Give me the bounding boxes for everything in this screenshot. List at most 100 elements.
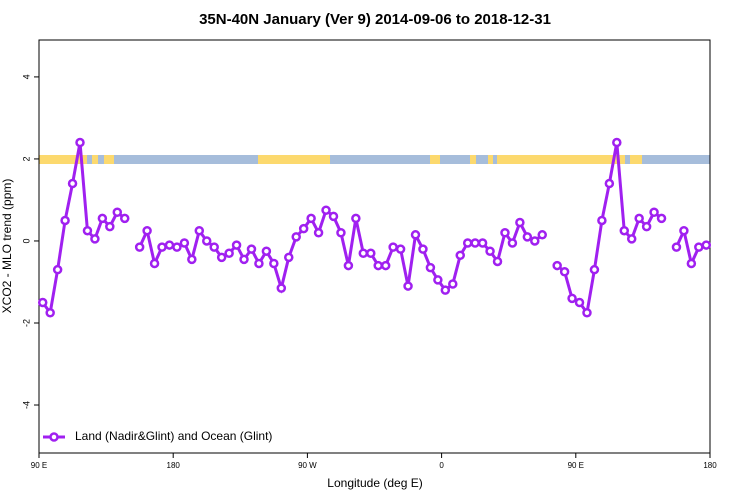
- marker: [134, 242, 145, 252]
- marker: [589, 264, 600, 275]
- y-tick-label: 2: [21, 156, 31, 161]
- marker: [522, 232, 533, 242]
- marker: [597, 215, 607, 226]
- marker: [157, 242, 167, 252]
- marker: [351, 213, 361, 224]
- marker: [105, 221, 115, 232]
- marker: [537, 230, 547, 240]
- y-tick-label: 4: [21, 74, 31, 79]
- y-axis-label: XCO2 - MLO trend (ppm): [0, 179, 14, 314]
- marker: [97, 213, 108, 224]
- marker: [612, 137, 622, 148]
- marker: [380, 260, 391, 271]
- marker: [470, 238, 480, 248]
- marker: [119, 213, 130, 224]
- marker: [433, 275, 443, 285]
- marker: [239, 254, 249, 265]
- marker: [343, 260, 354, 271]
- marker: [284, 252, 294, 263]
- marker: [246, 244, 257, 254]
- legend-label: Land (Nadir&Glint) and Ocean (Glint): [75, 429, 272, 443]
- marker: [694, 242, 704, 252]
- line: [138, 207, 544, 294]
- marker: [455, 250, 465, 261]
- marker: [194, 225, 205, 236]
- marker: [679, 225, 689, 236]
- marker: [477, 238, 488, 248]
- marker: [515, 217, 525, 228]
- marker: [373, 260, 383, 271]
- x-tick-label: 90 E: [31, 461, 47, 470]
- marker: [634, 213, 644, 224]
- marker: [388, 242, 398, 252]
- marker: [559, 266, 570, 277]
- marker: [75, 137, 85, 148]
- marker: [209, 242, 219, 252]
- marker: [656, 213, 667, 224]
- marker: [82, 225, 93, 236]
- marker: [276, 283, 287, 293]
- marker: [671, 242, 682, 252]
- marker: [425, 262, 436, 273]
- marker: [90, 234, 100, 244]
- marker: [366, 248, 376, 259]
- marker: [448, 279, 458, 289]
- marker: [231, 240, 242, 250]
- marker: [149, 258, 160, 269]
- marker: [567, 293, 577, 304]
- marker: [45, 307, 55, 318]
- marker: [142, 225, 152, 236]
- marker: [604, 178, 615, 189]
- marker: [112, 207, 123, 218]
- marker: [254, 258, 264, 269]
- marker: [60, 215, 70, 226]
- marker: [306, 213, 316, 224]
- marker: [313, 228, 324, 238]
- marker: [530, 236, 540, 246]
- marker: [440, 285, 451, 295]
- marker: [686, 258, 697, 269]
- marker: [164, 240, 175, 250]
- chart-title: 35N-40N January (Ver 9) 2014-09-06 to 20…: [199, 11, 551, 28]
- marker: [619, 225, 630, 236]
- legend-marker: [49, 432, 59, 442]
- marker: [336, 228, 346, 238]
- marker: [552, 260, 562, 271]
- marker: [269, 258, 279, 269]
- x-tick-label: 180: [703, 461, 717, 470]
- marker: [187, 254, 197, 265]
- marker: [52, 264, 63, 275]
- x-axis-label: Longitude (deg E): [327, 476, 422, 490]
- x-tick-label: 180: [167, 461, 181, 470]
- marker: [395, 244, 406, 254]
- marker: [291, 232, 301, 242]
- marker: [202, 236, 212, 246]
- marker: [328, 211, 339, 222]
- marker: [626, 234, 637, 244]
- y-tick-label: 0: [21, 238, 31, 243]
- y-tick-label: -4: [21, 401, 31, 409]
- y-tick-label: -2: [21, 319, 31, 327]
- x-tick-label: 90 W: [298, 461, 317, 470]
- marker: [574, 297, 585, 308]
- marker: [179, 238, 190, 248]
- marker: [261, 246, 272, 256]
- marker: [403, 281, 413, 291]
- marker: [410, 230, 421, 240]
- marker: [358, 248, 369, 259]
- marker: [701, 240, 712, 250]
- marker: [37, 297, 48, 308]
- marker: [216, 252, 227, 263]
- x-tick-label: 0: [439, 461, 444, 470]
- marker: [298, 223, 309, 234]
- land-ocean-band: [39, 155, 710, 164]
- x-tick-label: 90 E: [568, 461, 584, 470]
- marker: [492, 256, 503, 267]
- marker: [224, 248, 234, 259]
- marker: [641, 221, 652, 232]
- marker: [418, 244, 428, 254]
- marker: [67, 178, 78, 189]
- marker: [500, 228, 510, 238]
- marker: [172, 242, 182, 252]
- marker: [321, 205, 331, 215]
